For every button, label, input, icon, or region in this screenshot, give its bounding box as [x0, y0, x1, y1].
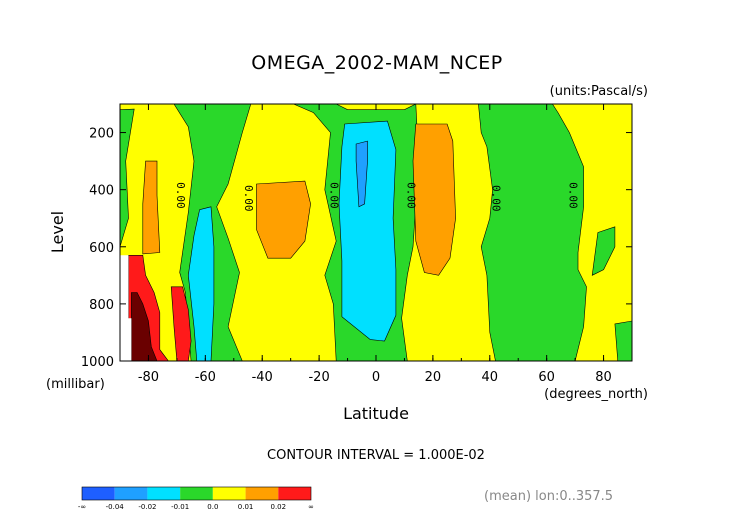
region-orange-south-2 [256, 180, 311, 259]
y-tick-label: 400 [89, 184, 114, 199]
contour-label: 0.00 [242, 185, 255, 212]
x-tick-label: -40 [252, 370, 273, 385]
x-tick-label: 20 [425, 370, 442, 385]
chart-title: OMEGA_2002-MAM_NCEP [251, 52, 503, 74]
region-orange-north [412, 123, 456, 276]
region-green-polar-south [120, 108, 135, 247]
contour-label: 0.00 [404, 182, 417, 209]
region-darkred-south-pole [131, 292, 158, 361]
legend-frame [81, 486, 312, 501]
y-axis: 200 400 600 800 1000 [81, 127, 632, 370]
region-red-south-2 [170, 286, 192, 361]
legend-label: 0.01 [238, 503, 254, 511]
legend-label: -∞ [78, 503, 86, 511]
x-axis: -80 -60 -40 -20 0 20 40 60 80 [119, 104, 633, 385]
x-tick-label: -80 [138, 370, 159, 385]
contour-fill-regions [120, 104, 632, 361]
region-green-midlat-north [478, 104, 587, 361]
region-cyan-midlat-south [187, 206, 215, 361]
legend-swatch [245, 487, 279, 500]
region-green-polar-north-surface [614, 320, 632, 361]
x-tick-label: 0 [372, 370, 380, 385]
contour-labels: 0.00 0.00 0.00 0.00 0.00 0.00 [174, 182, 580, 211]
contour-label: 0.00 [174, 182, 187, 209]
contour-label: 0.00 [566, 182, 579, 209]
x-tick-label: 80 [595, 370, 612, 385]
y-axis-title: Level [48, 211, 67, 253]
y-tick-label: 1000 [81, 355, 114, 370]
x-tick-label: 40 [482, 370, 499, 385]
y-tick-label: 200 [89, 127, 114, 142]
x-tick-label: 60 [538, 370, 555, 385]
legend-swatch [147, 487, 181, 500]
legend-label: ∞ [308, 503, 314, 511]
legend-swatch [212, 487, 246, 500]
x-tick-label: -20 [308, 370, 329, 385]
legend-swatch [180, 487, 213, 500]
contour-label: 0.00 [328, 182, 341, 209]
x-axis-units: (degrees_north) [544, 387, 648, 402]
legend-label: 0.0 [207, 503, 218, 511]
region-orange-south-1 [142, 160, 161, 255]
y-tick-label: 600 [89, 241, 114, 256]
x-tick-label: -60 [195, 370, 216, 385]
footer-note: (mean) lon:0..357.5 [484, 489, 613, 504]
legend-swatch [114, 487, 148, 500]
legend-label: -0.01 [171, 503, 189, 511]
color-legend: -∞ -0.04 -0.02 -0.01 0.0 0.01 0.02 ∞ [78, 486, 314, 511]
region-white-masked-terrain [120, 255, 132, 361]
contour-label: 0.00 [490, 185, 503, 212]
region-blue-tropics [355, 140, 368, 208]
contour-interval-text: CONTOUR INTERVAL = 1.000E-02 [267, 448, 485, 463]
region-green-polar-north [591, 226, 616, 276]
y-tick-label: 800 [89, 298, 114, 313]
x-axis-title: Latitude [343, 404, 409, 423]
legend-label: 0.02 [270, 503, 286, 511]
legend-swatch [278, 487, 311, 500]
region-cyan-tropics [338, 120, 397, 342]
units-label: (units:Pascal/s) [550, 84, 648, 99]
legend-swatch [82, 487, 115, 500]
legend-label: -0.02 [138, 503, 156, 511]
legend-label: -0.04 [106, 503, 125, 511]
y-axis-units: (millibar) [46, 377, 105, 392]
